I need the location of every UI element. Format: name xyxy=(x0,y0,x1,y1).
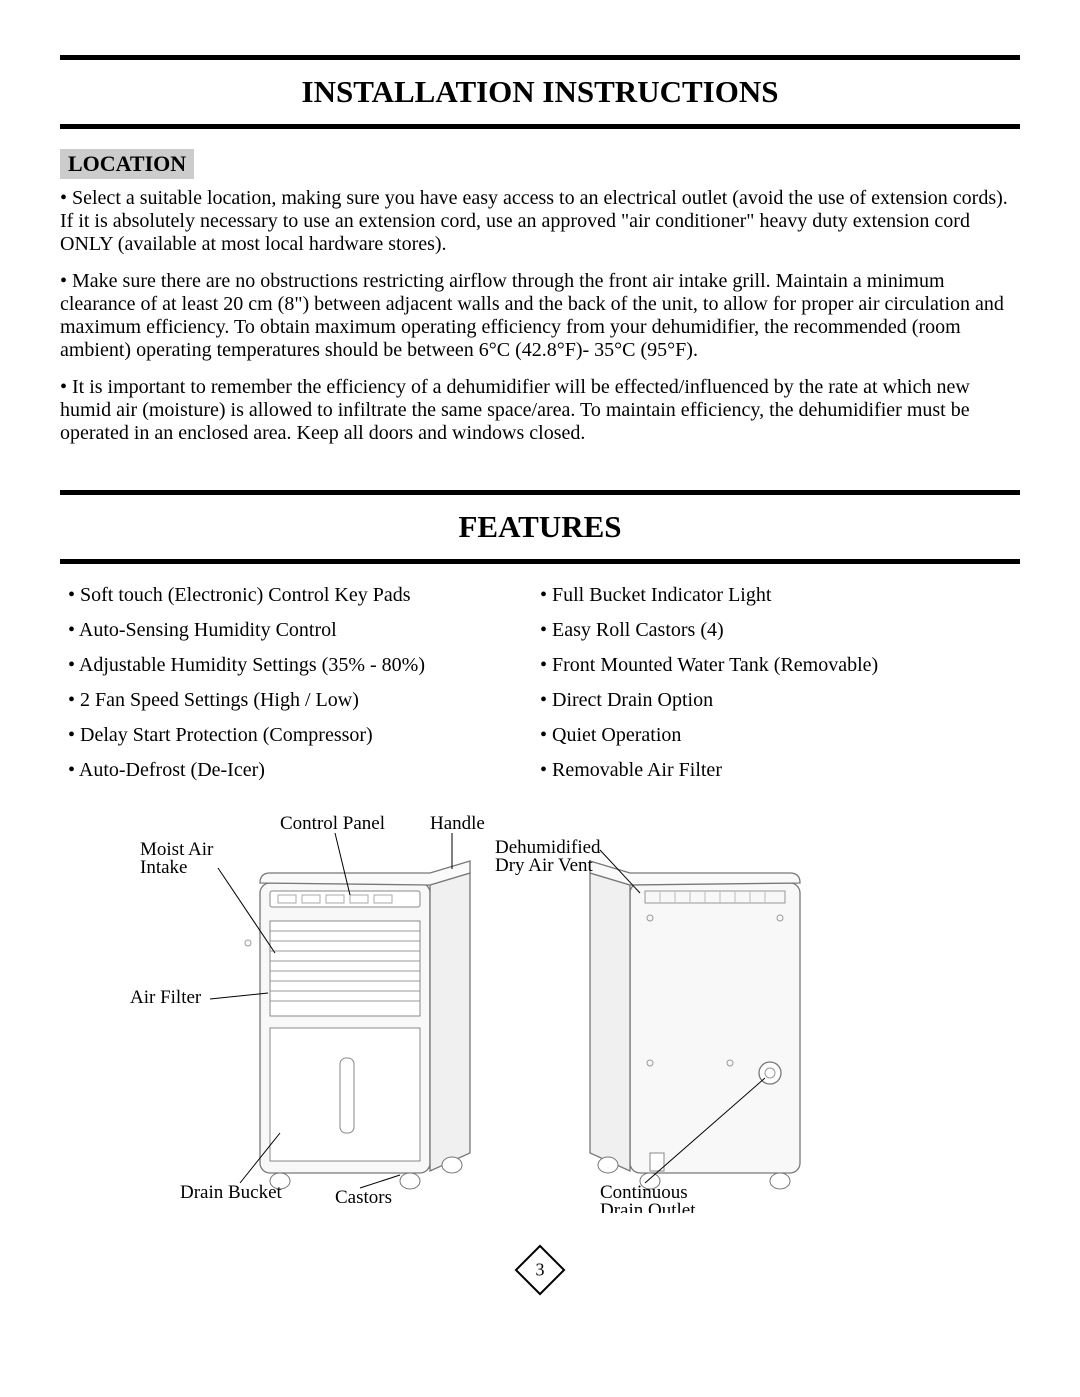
installation-title: INSTALLATION INSTRUCTIONS xyxy=(60,60,1020,124)
feature-item: • Direct Drain Option xyxy=(540,683,1012,718)
location-label: LOCATION xyxy=(60,149,194,179)
features-right-column: • Full Bucket Indicator Light • Easy Rol… xyxy=(540,578,1012,788)
feature-item: • Auto-Defrost (De-Icer) xyxy=(68,753,540,788)
front-unit-illustration xyxy=(245,861,470,1189)
label-handle: Handle xyxy=(430,813,485,834)
label-moist-air-2: Intake xyxy=(140,857,187,878)
label-control-panel: Control Panel xyxy=(280,813,385,834)
feature-item: • Front Mounted Water Tank (Removable) xyxy=(540,648,1012,683)
feature-item: • Soft touch (Electronic) Control Key Pa… xyxy=(68,578,540,613)
feature-item: • Full Bucket Indicator Light xyxy=(540,578,1012,613)
feature-item: • Easy Roll Castors (4) xyxy=(540,613,1012,648)
page-number-diamond-icon: 3 xyxy=(518,1248,562,1292)
product-diagram: Control Panel Handle Moist Air Intake Ai… xyxy=(60,813,1020,1218)
features-columns: • Soft touch (Electronic) Control Key Pa… xyxy=(60,578,1020,788)
label-continuous-2: Drain Outlet xyxy=(600,1200,696,1213)
features-left-column: • Soft touch (Electronic) Control Key Pa… xyxy=(68,578,540,788)
feature-item: • Removable Air Filter xyxy=(540,753,1012,788)
feature-item: • Quiet Operation xyxy=(540,718,1012,753)
location-para-1: • Select a suitable location, making sur… xyxy=(60,187,1020,256)
label-drain-bucket: Drain Bucket xyxy=(180,1182,283,1203)
feature-item: • Auto-Sensing Humidity Control xyxy=(68,613,540,648)
feature-item: • Adjustable Humidity Settings (35% - 80… xyxy=(68,648,540,683)
location-para-3: • It is important to remember the effici… xyxy=(60,376,1020,445)
page-number: 3 xyxy=(536,1260,545,1281)
location-para-2: • Make sure there are no obstructions re… xyxy=(60,270,1020,362)
features-title: FEATURES xyxy=(60,495,1020,559)
feature-item: • Delay Start Protection (Compressor) xyxy=(68,718,540,753)
label-air-filter: Air Filter xyxy=(130,987,202,1008)
label-dehumidified-2: Dry Air Vent xyxy=(495,855,594,876)
label-castors: Castors xyxy=(335,1187,392,1208)
page-footer: 3 xyxy=(60,1248,1020,1297)
feature-item: • 2 Fan Speed Settings (High / Low) xyxy=(68,683,540,718)
